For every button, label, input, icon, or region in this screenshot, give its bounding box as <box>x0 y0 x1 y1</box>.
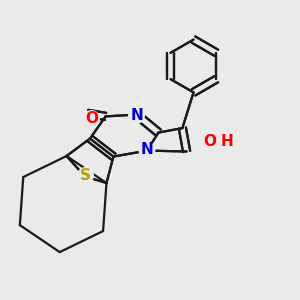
Text: N: N <box>130 108 143 123</box>
Text: O: O <box>85 111 98 126</box>
Circle shape <box>139 142 155 158</box>
Text: N: N <box>141 142 153 158</box>
Circle shape <box>202 133 218 149</box>
Circle shape <box>129 108 144 123</box>
Circle shape <box>84 111 99 126</box>
Circle shape <box>213 133 228 149</box>
Circle shape <box>78 168 93 183</box>
Text: S: S <box>80 168 91 183</box>
Text: O: O <box>203 134 217 148</box>
Text: H: H <box>220 134 233 148</box>
